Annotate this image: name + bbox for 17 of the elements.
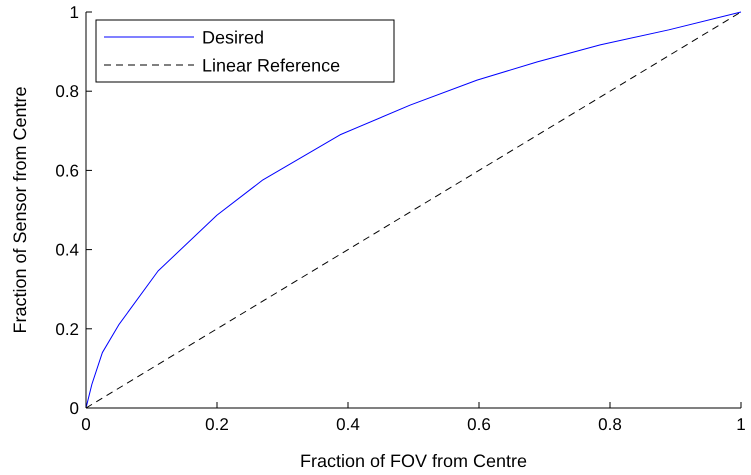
x-tick-label: 0.4 [336,415,360,434]
y-tick-label: 0.2 [55,320,79,339]
line-series [86,12,742,408]
x-tick-label: 1 [736,415,746,434]
x-axis-title: Fraction of FOV from Centre [300,451,528,471]
y-tick-label: 1 [70,2,79,22]
legend-label: Linear Reference [202,55,340,76]
legend-label: Desired [202,27,264,48]
y-tick-label: 0.6 [55,161,79,180]
x-tick-label: 0.6 [467,415,491,434]
y-tick-label: 0 [70,398,79,418]
y-tick-label: 0.8 [55,82,79,102]
x-tick-label: 0 [81,415,91,434]
y-tick-label: 0.4 [55,240,79,260]
y-axis-title: Fraction of Sensor from Centre [10,86,30,334]
x-tick-label: 0.2 [205,415,229,434]
x-tick-label: 0.8 [598,415,622,434]
